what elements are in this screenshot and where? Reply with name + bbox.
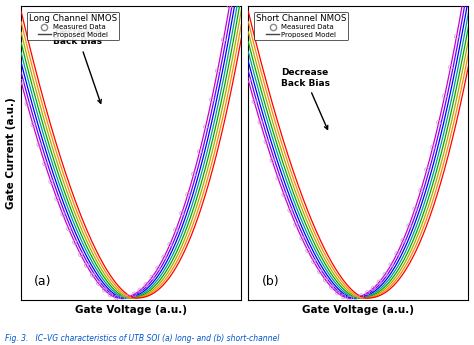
Point — [316, 269, 323, 274]
Point — [219, 37, 227, 42]
Point — [137, 287, 144, 293]
Point — [172, 227, 180, 233]
Point — [83, 263, 91, 268]
Point — [393, 251, 401, 256]
Point — [268, 158, 276, 163]
X-axis label: Gate Voltage (a.u.): Gate Voltage (a.u.) — [302, 305, 414, 315]
Point — [71, 239, 79, 245]
Point — [29, 122, 37, 128]
Point — [118, 295, 126, 301]
Point — [178, 210, 186, 216]
Point — [47, 179, 55, 184]
Point — [226, 3, 233, 9]
Point — [429, 145, 437, 150]
Point — [18, 79, 25, 85]
Point — [292, 222, 300, 227]
Point — [453, 34, 460, 39]
Point — [357, 293, 365, 299]
Point — [274, 175, 282, 181]
Legend: Measured Data, Proposed Model: Measured Data, Proposed Model — [254, 12, 348, 40]
Point — [59, 211, 66, 217]
Point — [245, 77, 252, 83]
Point — [154, 265, 162, 271]
Y-axis label: Gate Current (a.u.): Gate Current (a.u.) — [6, 97, 16, 208]
Text: Fig. 3.   IC–VG characteristics of UTB SOI (a) long- and (b) short-channel: Fig. 3. IC–VG characteristics of UTB SOI… — [5, 334, 279, 343]
Point — [23, 101, 31, 107]
Point — [423, 167, 430, 172]
Point — [441, 93, 448, 99]
Point — [262, 139, 270, 145]
Point — [286, 207, 294, 213]
Legend: Measured Data, Proposed Model: Measured Data, Proposed Model — [27, 12, 119, 40]
Point — [328, 284, 336, 290]
Point — [184, 192, 191, 197]
Text: (a): (a) — [34, 275, 52, 288]
Point — [100, 287, 108, 293]
Point — [190, 171, 198, 177]
Point — [435, 120, 443, 125]
Point — [340, 294, 347, 299]
Point — [375, 279, 383, 285]
Point — [399, 238, 407, 243]
Point — [107, 292, 114, 298]
Point — [125, 294, 132, 299]
Point — [280, 192, 288, 197]
Point — [95, 280, 102, 286]
Text: (b): (b) — [262, 275, 279, 288]
Point — [334, 290, 341, 296]
Point — [142, 282, 150, 287]
Point — [369, 285, 377, 291]
Point — [256, 119, 264, 125]
Point — [112, 295, 120, 300]
Point — [411, 206, 419, 212]
Point — [208, 97, 215, 102]
Text: Decrease
Back Bias: Decrease Back Bias — [281, 68, 329, 129]
Point — [41, 161, 49, 167]
Point — [166, 242, 173, 247]
Point — [196, 149, 203, 154]
Point — [130, 292, 138, 297]
Point — [250, 99, 258, 104]
Point — [214, 68, 221, 73]
Point — [405, 223, 413, 228]
Point — [322, 277, 329, 283]
Point — [148, 274, 156, 280]
Point — [35, 142, 43, 148]
Point — [382, 272, 389, 277]
Point — [53, 196, 61, 201]
Point — [160, 255, 168, 260]
Point — [298, 235, 306, 241]
Point — [352, 295, 359, 300]
Point — [65, 226, 73, 231]
Point — [202, 124, 210, 129]
Point — [346, 295, 353, 301]
Point — [89, 272, 96, 278]
Point — [417, 188, 425, 193]
Point — [304, 248, 311, 253]
Point — [387, 262, 395, 268]
Point — [77, 252, 84, 257]
X-axis label: Gate Voltage (a.u.): Gate Voltage (a.u.) — [75, 305, 187, 315]
Point — [447, 65, 455, 70]
Point — [459, 1, 466, 6]
Text: Decrease
Back Bias: Decrease Back Bias — [54, 27, 102, 103]
Point — [310, 259, 318, 264]
Point — [364, 290, 371, 296]
